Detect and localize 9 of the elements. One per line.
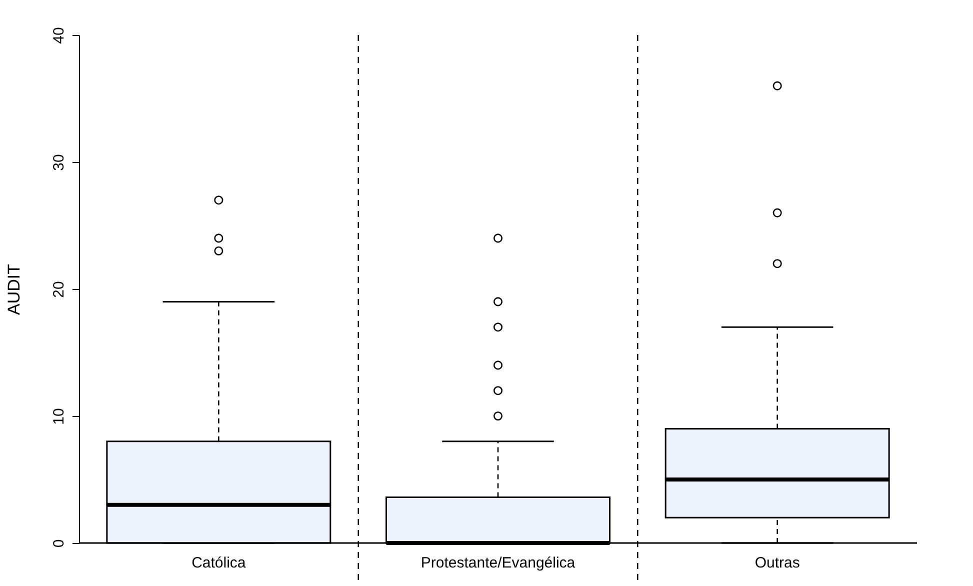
x-tick-label: Católica <box>192 554 246 572</box>
x-tick-label: Outras <box>754 554 800 572</box>
y-axis-title: AUDIT <box>4 264 24 315</box>
y-tick-label: 0 <box>50 539 68 548</box>
y-tick-label: 40 <box>50 27 68 44</box>
x-tick-label: Protestante/Evangélica <box>420 554 576 572</box>
y-tick-label: 30 <box>50 154 68 171</box>
y-tick-label: 20 <box>50 281 68 298</box>
y-tick-label: 10 <box>50 408 68 425</box>
